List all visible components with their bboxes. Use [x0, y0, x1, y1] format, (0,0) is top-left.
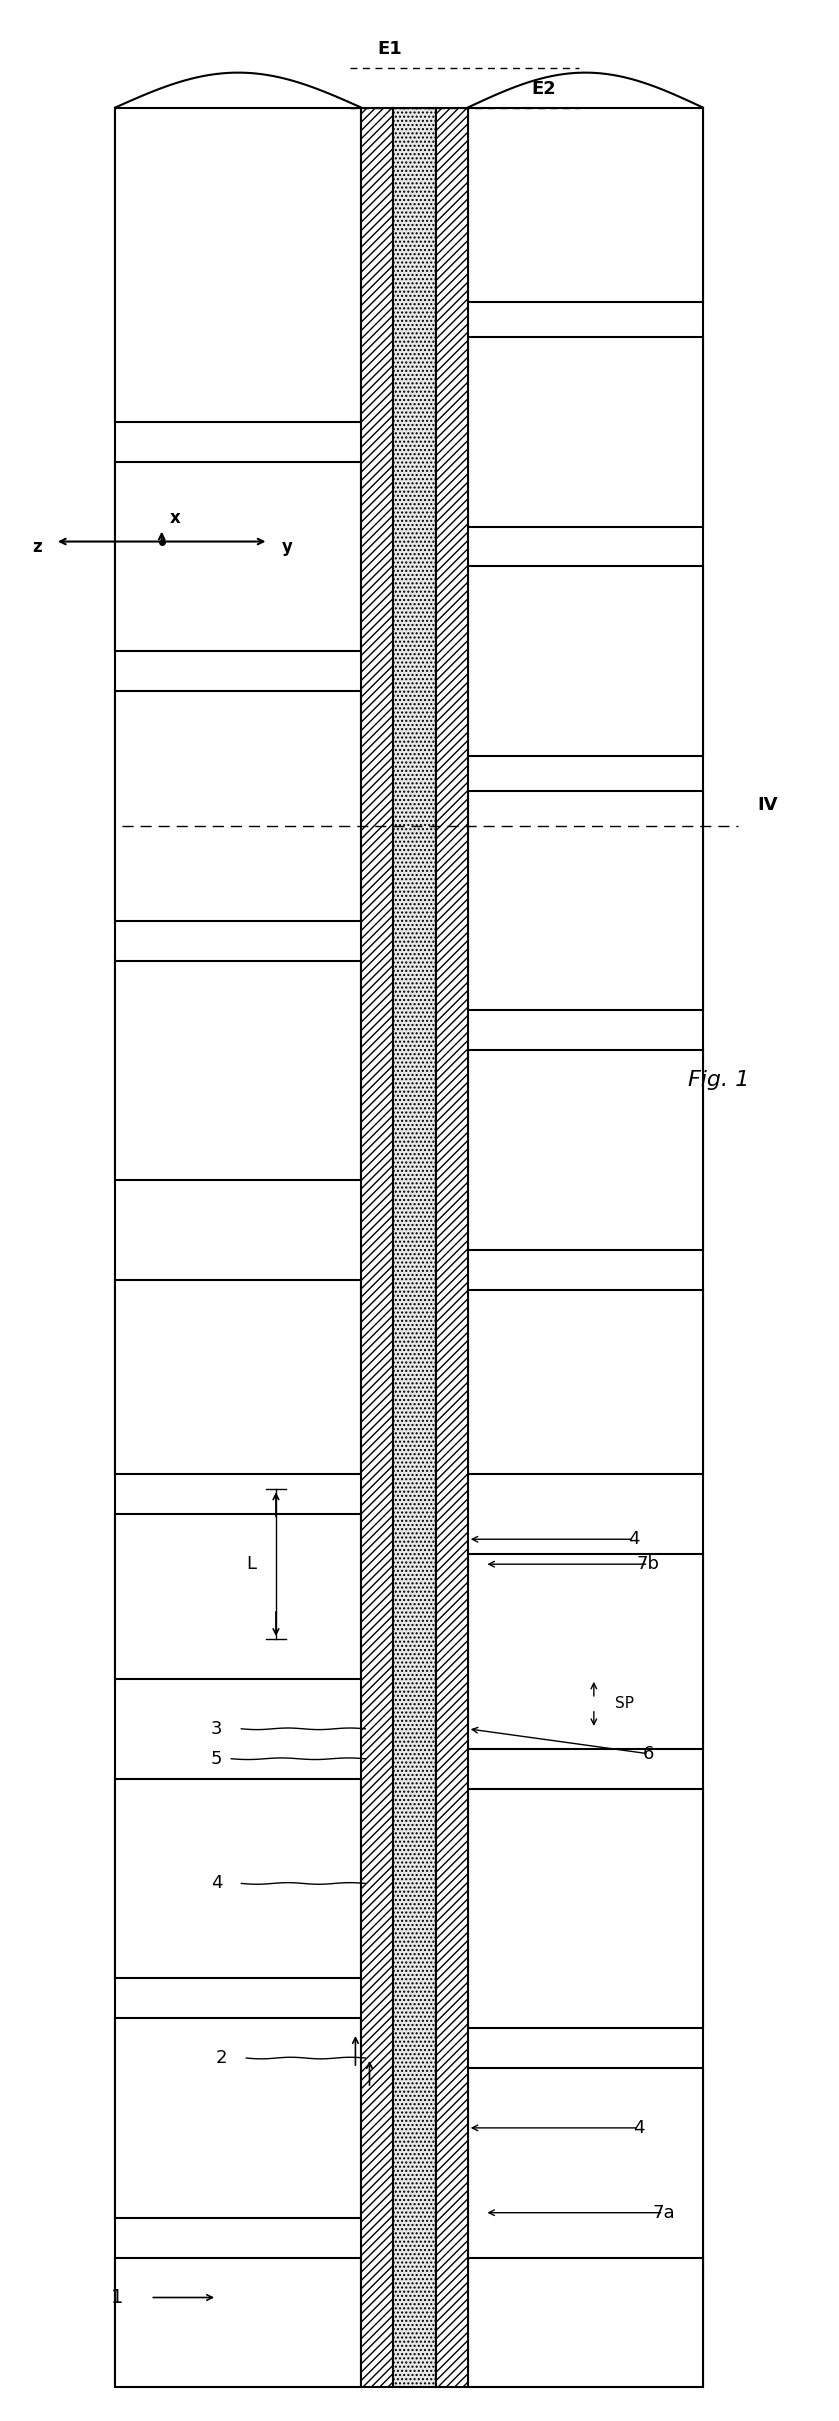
Bar [115, 1779, 361, 1978]
Bar [468, 1554, 703, 1748]
Text: y: y [282, 537, 293, 554]
Bar [115, 1513, 361, 1678]
Text: 5: 5 [211, 1750, 222, 1767]
Bar [468, 567, 703, 755]
Text: x: x [170, 508, 180, 528]
Text: SP: SP [615, 1697, 633, 1712]
Bar [115, 2259, 361, 2387]
Text: E1: E1 [378, 39, 403, 58]
Text: 4: 4 [628, 1530, 639, 1549]
Bar [468, 337, 703, 528]
Bar [115, 1281, 361, 1474]
Bar [468, 2259, 703, 2387]
Bar [115, 690, 361, 920]
Bar [115, 2019, 361, 2218]
Bar [115, 961, 361, 1179]
Text: 6: 6 [643, 1746, 654, 1762]
Text: z: z [32, 537, 42, 554]
Bar [393, 107, 436, 2387]
Bar [468, 792, 703, 1010]
Bar [468, 1051, 703, 1249]
Bar [436, 107, 468, 2387]
Text: 7b: 7b [637, 1554, 660, 1574]
Bar [468, 107, 703, 303]
Bar [468, 2068, 703, 2278]
Text: E2: E2 [532, 80, 556, 97]
Text: 2: 2 [216, 2048, 227, 2068]
Text: 4: 4 [211, 1874, 222, 1893]
Text: 1: 1 [111, 2288, 123, 2307]
Text: Fig. 1: Fig. 1 [688, 1070, 749, 1089]
Bar [361, 107, 393, 2387]
Text: 4: 4 [633, 2118, 644, 2138]
Bar [115, 107, 361, 421]
Text: 7a: 7a [652, 2203, 675, 2222]
Text: 3: 3 [211, 1719, 222, 1738]
Text: L: L [246, 1554, 256, 1574]
Bar [115, 462, 361, 651]
Bar [468, 1290, 703, 1474]
Bar [468, 1789, 703, 2029]
Text: IV: IV [758, 797, 779, 813]
